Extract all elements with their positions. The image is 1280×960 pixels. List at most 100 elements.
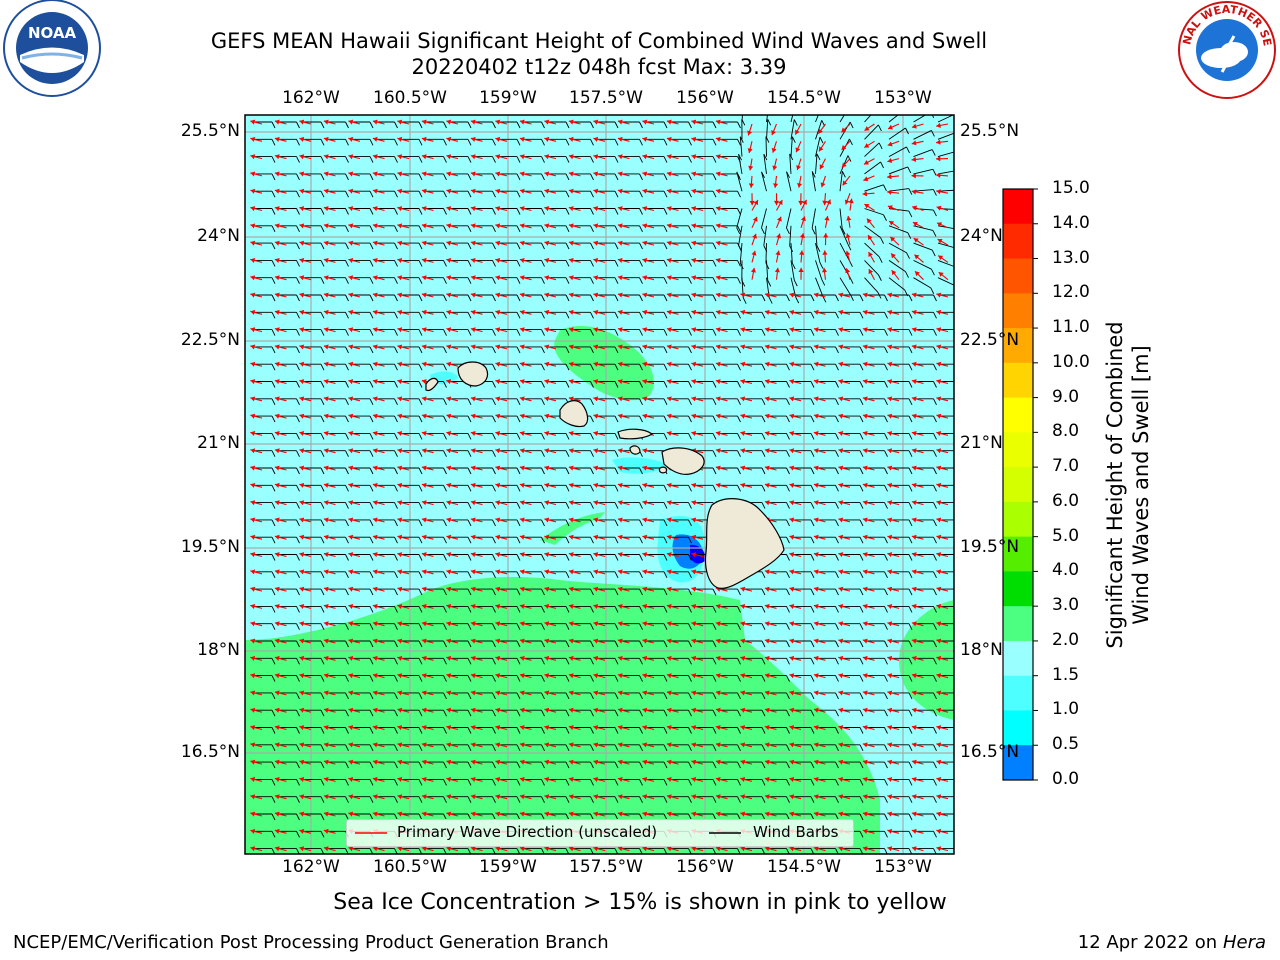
wind-barb-tick: [835, 415, 839, 423]
wave-direction-arrowhead: [250, 586, 256, 592]
wind-barb-tick: [639, 415, 643, 423]
wind-barb-tick: [884, 813, 888, 821]
wind-barb-tick: [320, 415, 325, 423]
wave-direction-arrowhead: [470, 154, 476, 160]
wind-barb-tick: [467, 519, 472, 527]
wind-barb-tick: [835, 692, 839, 700]
wave-direction-arrowhead: [617, 586, 623, 592]
wind-barb-tick: [614, 692, 619, 700]
wind-barb-tick: [296, 658, 300, 665]
wave-direction-arrowhead: [348, 569, 354, 575]
wind-barb-tick: [884, 831, 888, 838]
wave-direction-arrowhead: [864, 126, 870, 131]
wind-barb-tick: [320, 139, 325, 146]
wave-direction-arrowhead: [617, 465, 623, 471]
wave-direction-arrowhead: [740, 482, 746, 488]
wind-barb-tick: [590, 190, 594, 198]
wave-direction-arrowhead: [666, 673, 672, 679]
wind-barb-tick: [712, 623, 717, 630]
wind-barb-tick: [296, 294, 300, 302]
wave-direction-arrowhead: [348, 725, 354, 731]
wave-direction-arrowhead: [544, 344, 550, 350]
wave-direction-arrowhead: [838, 309, 844, 315]
wave-direction-arrowhead: [544, 586, 550, 592]
wind-barb-tick: [688, 779, 692, 786]
wave-direction-arrowhead: [421, 638, 427, 644]
wave-direction-arrowhead: [446, 240, 452, 246]
wind-barb-tick: [884, 658, 888, 665]
wave-direction-arrowhead: [764, 725, 770, 731]
wave-direction-arrowhead: [838, 707, 844, 713]
wave-direction-arrowhead: [691, 136, 697, 142]
wind-barb-tick: [345, 709, 349, 717]
wave-direction-arrowhead: [715, 811, 721, 817]
wave-direction-arrowhead: [397, 240, 403, 246]
wave-direction-arrowhead: [936, 189, 941, 195]
wave-direction-arrowhead: [544, 759, 550, 765]
wave-direction-arrowhead: [299, 603, 305, 609]
wind-barb-tick: [271, 415, 276, 423]
wind-barb-tick: [467, 502, 472, 509]
wave-direction-arrowhead: [323, 603, 329, 609]
wind-barb-tick: [737, 398, 741, 406]
wave-direction-arrowhead: [299, 430, 305, 436]
wave-direction-arrowhead: [495, 776, 501, 782]
wave-direction-arrowhead: [838, 396, 844, 402]
wave-direction-arrowhead: [421, 552, 427, 558]
wave-direction-arrowhead: [740, 776, 746, 782]
wind-barb-tick: [345, 623, 349, 630]
wind-barb-tick: [688, 260, 692, 267]
wind-barb-tick: [931, 130, 935, 137]
wind-barb-tick: [741, 119, 746, 126]
wave-direction-arrowhead: [544, 292, 550, 298]
wave-direction-arrowhead: [421, 361, 427, 367]
wind-barb-tick: [418, 346, 423, 354]
wave-direction-arrowhead: [862, 621, 868, 627]
wave-direction-arrowhead: [421, 465, 427, 471]
wave-direction-arrowhead: [666, 430, 672, 436]
wind-barb-tick: [614, 329, 619, 336]
wind-barb-tick: [467, 415, 472, 423]
wind-barb-tick: [786, 796, 790, 803]
wave-direction-arrowhead: [470, 413, 476, 419]
wind-barb-tick: [516, 571, 521, 579]
wind-barb: [864, 208, 884, 216]
wind-barb-tick: [443, 121, 447, 129]
wind-barb-tick: [810, 381, 815, 388]
wind-barb-tick: [320, 277, 325, 284]
wave-direction-arrowhead: [421, 206, 427, 212]
wind-barb-tick: [956, 286, 959, 292]
wave-direction-arrowhead: [568, 188, 574, 194]
wind-barb-tick: [443, 294, 447, 302]
wave-direction-arrowhead: [642, 223, 648, 229]
wind-barb: [789, 225, 792, 246]
wind-barb-tick: [614, 761, 619, 769]
wave-direction-arrowhead: [789, 638, 795, 644]
wave-direction-arrowhead: [691, 776, 697, 782]
wave-direction-arrowhead: [666, 327, 672, 333]
wind-barb-tick: [443, 260, 447, 267]
wave-direction-arrowhead: [250, 448, 256, 454]
wave-direction-arrowhead: [519, 725, 525, 731]
wind-barb-tick: [859, 467, 864, 475]
wind-barb-tick: [369, 346, 374, 354]
wind-barb-tick: [369, 658, 374, 665]
wind-barb-tick: [688, 312, 692, 319]
wind-barb-tick: [810, 485, 815, 492]
wave-direction-arrowhead: [470, 586, 476, 592]
wind-barb-tick: [835, 433, 839, 440]
wind-barb-tick: [737, 381, 741, 388]
wind-barb-tick: [320, 709, 325, 717]
wind-barb-tick: [296, 536, 300, 544]
wind-barb-tick: [791, 262, 796, 270]
wave-direction-arrowhead: [862, 430, 868, 436]
wind-barb-tick: [908, 554, 913, 561]
wave-direction-arrowhead: [764, 742, 770, 748]
wave-direction-arrowhead: [274, 776, 280, 782]
wind-barb-tick: [320, 623, 325, 630]
wave-direction-arrowhead: [691, 188, 697, 194]
wave-direction-arrowhead: [348, 136, 354, 142]
wave-direction-arrowhead: [495, 811, 501, 817]
wave-direction-arrowhead: [887, 379, 893, 385]
wind-barb-tick: [590, 606, 594, 613]
